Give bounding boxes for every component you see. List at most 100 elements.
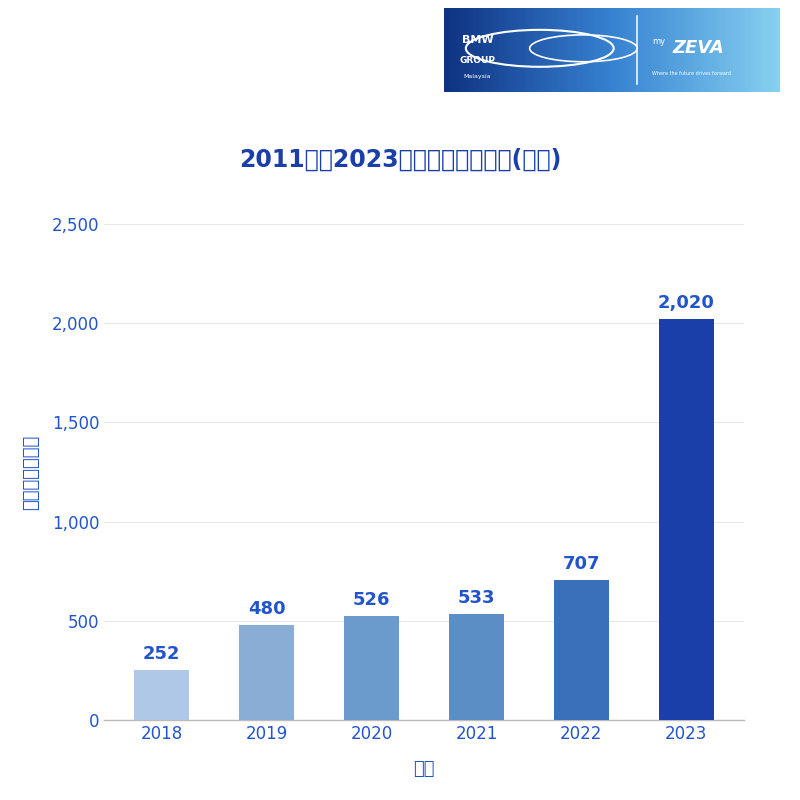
Bar	[595, 8, 597, 92]
Bar	[711, 8, 713, 92]
Bar	[486, 8, 488, 92]
Bar	[537, 8, 538, 92]
Bar	[681, 8, 682, 92]
Bar	[626, 8, 627, 92]
Bar	[562, 8, 563, 92]
Bar	[762, 8, 763, 92]
Bar	[758, 8, 760, 92]
Text: Where the future drives forward: Where the future drives forward	[652, 71, 731, 76]
Bar	[558, 8, 560, 92]
Bar	[632, 8, 634, 92]
Bar	[566, 8, 568, 92]
Bar	[718, 8, 719, 92]
Bar	[725, 8, 726, 92]
Bar	[456, 8, 458, 92]
Bar	[551, 8, 554, 92]
Bar	[520, 8, 522, 92]
Bar	[778, 8, 780, 92]
Bar	[644, 8, 646, 92]
Bar	[464, 8, 466, 92]
Bar	[550, 8, 551, 92]
Bar	[510, 8, 511, 92]
Bar	[638, 8, 639, 92]
Bar	[498, 8, 499, 92]
Bar	[580, 8, 582, 92]
Bar	[469, 8, 471, 92]
Bar	[656, 8, 658, 92]
Bar	[505, 8, 506, 92]
Bar	[671, 8, 673, 92]
Bar	[590, 8, 592, 92]
Bar	[730, 8, 731, 92]
Bar	[503, 8, 505, 92]
Bar	[499, 8, 501, 92]
Bar	[462, 8, 464, 92]
Bar	[542, 8, 543, 92]
Bar	[666, 8, 667, 92]
Bar	[618, 8, 621, 92]
Bar	[624, 8, 626, 92]
Bar	[662, 8, 664, 92]
Bar	[740, 8, 742, 92]
Bar	[731, 8, 733, 92]
Bar	[554, 580, 609, 720]
Bar	[538, 8, 540, 92]
Bar	[609, 8, 610, 92]
Bar	[511, 8, 513, 92]
Bar	[699, 8, 701, 92]
Bar	[516, 8, 518, 92]
Bar	[583, 8, 585, 92]
Bar	[496, 8, 498, 92]
Text: BMW: BMW	[462, 35, 494, 45]
Bar	[501, 8, 503, 92]
Bar	[572, 8, 574, 92]
Y-axis label: 公共充电桩数量: 公共充电桩数量	[22, 434, 41, 510]
Bar	[610, 8, 612, 92]
Bar	[444, 8, 446, 92]
Bar	[736, 8, 738, 92]
Bar	[570, 8, 572, 92]
Bar	[513, 8, 514, 92]
Bar	[667, 8, 669, 92]
Bar	[696, 8, 698, 92]
Bar	[449, 8, 450, 92]
Bar	[565, 8, 566, 92]
Bar	[578, 8, 580, 92]
Bar	[531, 8, 533, 92]
Bar	[568, 8, 570, 92]
Bar	[476, 8, 478, 92]
Bar	[642, 8, 644, 92]
Bar	[664, 8, 666, 92]
Bar	[734, 8, 736, 92]
Bar	[600, 8, 602, 92]
Bar	[691, 8, 693, 92]
Text: 526: 526	[353, 590, 390, 609]
Bar	[673, 8, 674, 92]
Bar	[506, 8, 508, 92]
Bar	[490, 8, 491, 92]
Bar	[674, 8, 676, 92]
Bar	[706, 8, 708, 92]
Bar	[772, 8, 774, 92]
Bar	[652, 8, 654, 92]
Bar	[745, 8, 746, 92]
Bar	[449, 614, 504, 720]
Bar	[693, 8, 694, 92]
Bar	[478, 8, 479, 92]
Bar	[684, 8, 686, 92]
Bar	[479, 8, 481, 92]
Bar	[641, 8, 642, 92]
Bar	[514, 8, 516, 92]
Bar	[474, 8, 476, 92]
Bar	[659, 8, 661, 92]
Bar	[594, 8, 595, 92]
Bar	[563, 8, 565, 92]
Bar	[617, 8, 618, 92]
Bar	[726, 8, 728, 92]
Bar	[446, 8, 447, 92]
Bar	[557, 8, 558, 92]
Text: 533: 533	[458, 590, 495, 607]
Bar	[738, 8, 740, 92]
Bar	[560, 8, 562, 92]
Bar	[592, 8, 594, 92]
